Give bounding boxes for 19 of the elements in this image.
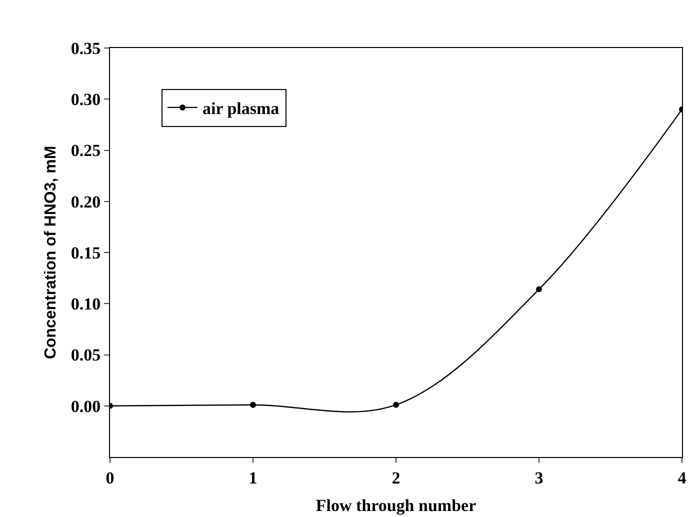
y-tick-label: 0.35 (70, 38, 101, 58)
x-tick-label: 3 (534, 468, 544, 488)
y-axis-title: Concentration of HNO3, mM (42, 146, 60, 360)
point (536, 286, 542, 292)
y-tick-label: 0.10 (70, 294, 101, 314)
x-axis-title: Flow through number (316, 496, 477, 515)
x-tick-label: 1 (248, 468, 258, 488)
y-tick-label: 0.15 (70, 243, 101, 262)
x-tick-label: 2 (392, 468, 400, 488)
y-tick-label: 0.30 (70, 90, 101, 110)
y-tick-label: 0.00 (70, 396, 101, 416)
point (393, 402, 399, 408)
y-tick-label: 0.05 (70, 346, 101, 365)
point (250, 402, 256, 408)
x-tick-label: 0 (106, 468, 114, 488)
legend-label: air plasma (202, 99, 280, 118)
x-tick-label: 4 (678, 468, 687, 488)
y-tick-label: 0.25 (70, 141, 101, 160)
y-tick-label: 0.20 (70, 192, 101, 212)
